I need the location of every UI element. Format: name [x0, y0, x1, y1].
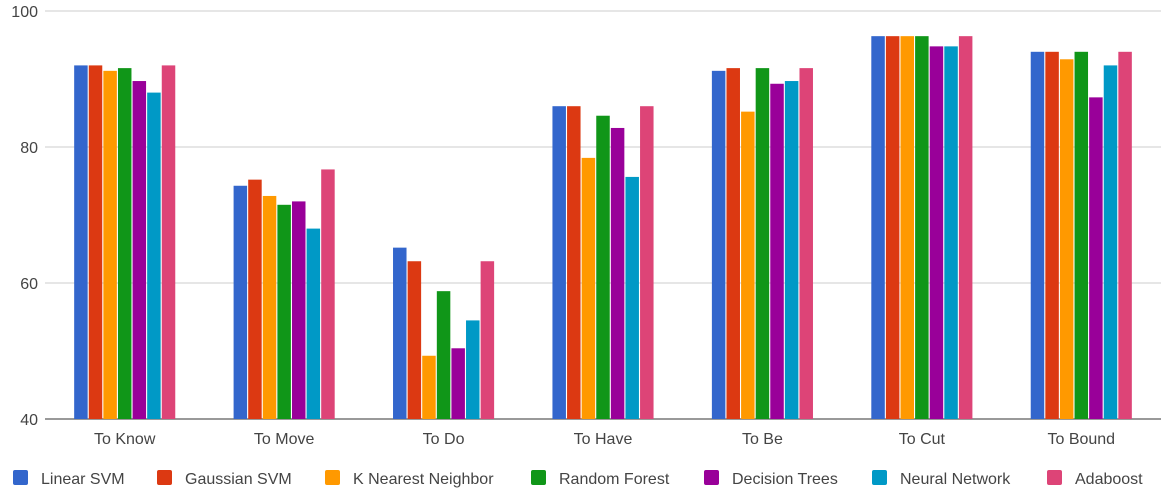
bar-linear-svm-to-have: [552, 106, 566, 419]
bar-linear-svm-to-move: [233, 185, 248, 419]
legend-label: K Nearest Neighbor: [353, 471, 494, 488]
bar-linear-svm-to-do: [393, 247, 407, 419]
legend-swatch: [325, 470, 340, 485]
bar-adaboost-to-do: [480, 261, 495, 419]
legend-label: Random Forest: [559, 471, 670, 488]
x-axis-ticks: To Know To Move To Do To Have To Be To Cut To …: [94, 431, 1115, 448]
bar-k-nearest-neighbor-to-cut: [900, 36, 915, 419]
bar-decision-trees-to-do: [451, 348, 465, 419]
y-axis-ticks: 40 60 80 100: [11, 4, 38, 429]
bar-adaboost-to-have: [640, 106, 654, 419]
bar-random-forest-to-have: [596, 115, 610, 419]
bar-linear-svm-to-cut: [871, 36, 885, 419]
bar-neural-network-to-know: [147, 92, 161, 419]
x-tick-label: To Move: [254, 431, 315, 448]
bar-adaboost-to-know: [161, 65, 176, 420]
bar-neural-network-to-move: [306, 228, 321, 419]
x-tick-label: To Do: [423, 431, 465, 448]
bar-neural-network-to-do: [466, 320, 480, 419]
bar-k-nearest-neighbor-to-bound: [1059, 59, 1074, 419]
legend-label: Neural Network: [900, 471, 1011, 488]
bar-gaussian-svm-to-move: [248, 179, 262, 419]
legend-swatch: [872, 470, 887, 485]
bar-gaussian-svm-to-bound: [1045, 51, 1059, 420]
bar-adaboost-to-move: [321, 169, 335, 419]
bar-random-forest-to-know: [117, 68, 132, 420]
legend-swatch: [13, 470, 28, 485]
bar-decision-trees-to-know: [132, 81, 147, 419]
bar-k-nearest-neighbor-to-be: [741, 111, 755, 419]
bar-random-forest-to-cut: [915, 36, 929, 419]
legend-label: Decision Trees: [732, 471, 838, 488]
bar-gaussian-svm-to-do: [407, 261, 422, 419]
bar-k-nearest-neighbor-to-know: [103, 70, 117, 419]
x-tick-label: To Bound: [1047, 431, 1115, 448]
y-tick-label: 100: [11, 4, 38, 21]
bar-neural-network-to-bound: [1103, 65, 1118, 420]
bar-neural-network-to-cut: [944, 46, 958, 420]
bar-random-forest-to-be: [755, 68, 770, 420]
bar-random-forest-to-move: [277, 204, 291, 419]
legend: Linear SVM Gaussian SVM K Nearest Neighbor…: [13, 470, 1143, 488]
y-tick-label: 60: [20, 276, 38, 293]
bar-linear-svm-to-bound: [1030, 51, 1045, 420]
bar-random-forest-to-bound: [1074, 51, 1089, 420]
bar-linear-svm-to-know: [74, 65, 88, 420]
bars: [74, 36, 1132, 420]
bar-decision-trees-to-move: [291, 201, 306, 419]
legend-label: Gaussian SVM: [185, 471, 292, 488]
legend-swatch: [704, 470, 719, 485]
bar-decision-trees-to-bound: [1089, 97, 1103, 420]
legend-label: Linear SVM: [41, 471, 125, 488]
bar-decision-trees-to-cut: [929, 46, 944, 420]
bar-linear-svm-to-be: [711, 70, 726, 419]
bar-gaussian-svm-to-be: [726, 68, 740, 420]
bar-random-forest-to-do: [436, 291, 451, 419]
bar-k-nearest-neighbor-to-move: [262, 195, 277, 419]
legend-swatch: [531, 470, 546, 485]
bar-adaboost-to-cut: [958, 36, 973, 419]
x-tick-label: To Be: [742, 431, 783, 448]
legend-swatch: [157, 470, 172, 485]
bar-k-nearest-neighbor-to-have: [581, 157, 596, 419]
x-tick-label: To Have: [574, 431, 633, 448]
y-tick-label: 80: [20, 140, 38, 157]
bar-neural-network-to-have: [625, 176, 639, 419]
bar-adaboost-to-be: [799, 68, 813, 420]
x-tick-label: To Know: [94, 431, 156, 448]
bar-decision-trees-to-have: [610, 127, 625, 420]
bar-gaussian-svm-to-have: [567, 106, 581, 419]
legend-swatch: [1047, 470, 1062, 485]
bar-gaussian-svm-to-know: [88, 65, 103, 420]
legend-label: Adaboost: [1075, 471, 1143, 488]
bar-adaboost-to-bound: [1118, 51, 1132, 420]
x-tick-label: To Cut: [899, 431, 946, 448]
bar-neural-network-to-be: [784, 81, 799, 419]
bar-gaussian-svm-to-cut: [885, 36, 900, 419]
bar-k-nearest-neighbor-to-do: [422, 355, 436, 419]
bar-decision-trees-to-be: [770, 83, 784, 419]
y-tick-label: 40: [20, 412, 38, 429]
